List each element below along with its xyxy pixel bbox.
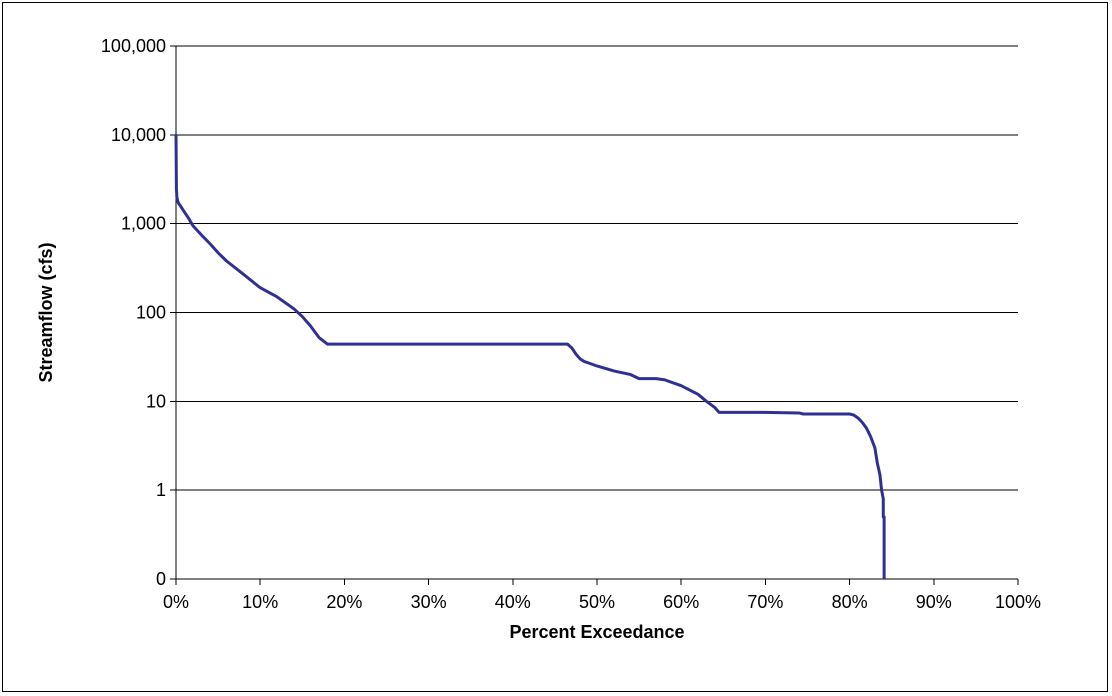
y-tick-label: 100: [136, 303, 166, 323]
y-tick-label: 0: [156, 569, 166, 589]
x-axis-title: Percent Exceedance: [509, 622, 684, 642]
y-tick-label: 1,000: [121, 214, 166, 234]
x-tick-label: 60%: [663, 592, 699, 612]
tick-label-layer: 0 1 10 100 1,000 10,000 100,000 0% 10% 20% 30% 40% 5…: [101, 36, 1041, 612]
x-tick-label: 30%: [411, 592, 447, 612]
y-tick-label: 1: [156, 480, 166, 500]
x-tick-label: 20%: [326, 592, 362, 612]
x-tick-label: 70%: [747, 592, 783, 612]
y-axis-title: Streamflow (cfs): [36, 242, 56, 382]
x-tick-label: 90%: [916, 592, 952, 612]
y-tick-label: 10: [146, 391, 166, 411]
y-tick-label: 100,000: [101, 36, 166, 56]
axis-layer: [170, 45, 1019, 585]
x-tick-label: 0%: [163, 592, 189, 612]
flow-duration-curve: [174, 134, 886, 579]
x-tick-label: 40%: [495, 592, 531, 612]
x-tick-label: 80%: [832, 592, 868, 612]
x-tick-label: 10%: [242, 592, 278, 612]
x-tick-label: 100%: [995, 592, 1041, 612]
y-tick-label: 10,000: [111, 125, 166, 145]
x-tick-label: 50%: [579, 592, 615, 612]
grid-layer: [176, 45, 1018, 491]
series-layer: [174, 134, 886, 579]
